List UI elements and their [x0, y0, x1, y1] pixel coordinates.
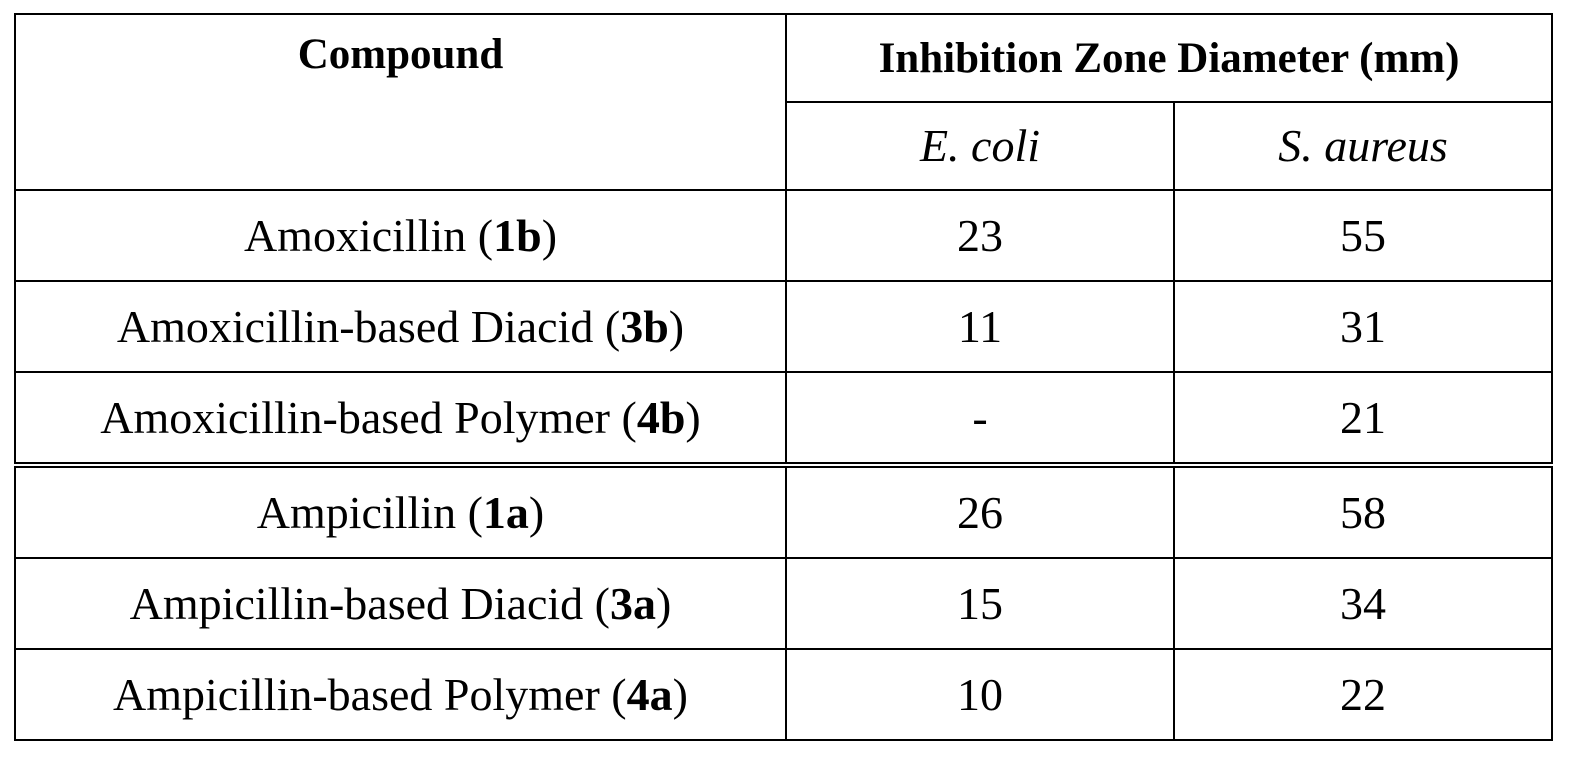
- saureus-value: 34: [1174, 558, 1552, 649]
- compound-name: Ampicillin-based Polymer: [113, 669, 600, 720]
- compound-name: Amoxicillin-based Polymer: [100, 392, 610, 443]
- compound-name: Ampicillin: [257, 487, 456, 538]
- compound-name: Amoxicillin: [244, 210, 466, 261]
- compound-cell: Ampicillin (1a): [15, 465, 786, 558]
- compound-id: 1b: [493, 210, 542, 261]
- compound-id: 4a: [627, 669, 673, 720]
- header-inhibition-zone: Inhibition Zone Diameter (mm): [786, 14, 1552, 102]
- compound-name: Amoxicillin-based Diacid: [117, 301, 594, 352]
- saureus-value: 21: [1174, 372, 1552, 465]
- table-row: Amoxicillin (1b) 23 55: [15, 190, 1552, 281]
- ecoli-value: 23: [786, 190, 1174, 281]
- table-row: Ampicillin-based Diacid (3a) 15 34: [15, 558, 1552, 649]
- compound-cell: Ampicillin-based Polymer (4a): [15, 649, 786, 740]
- compound-cell: Amoxicillin-based Polymer (4b): [15, 372, 786, 465]
- ecoli-value: -: [786, 372, 1174, 465]
- compound-cell: Ampicillin-based Diacid (3a): [15, 558, 786, 649]
- compound-id: 3b: [620, 301, 669, 352]
- compound-cell: Amoxicillin-based Diacid (3b): [15, 281, 786, 372]
- table-row: Amoxicillin-based Polymer (4b) - 21: [15, 372, 1552, 465]
- header-saureus: S. aureus: [1174, 102, 1552, 190]
- header-ecoli: E. coli: [786, 102, 1174, 190]
- saureus-value: 31: [1174, 281, 1552, 372]
- inhibition-zone-table: Compound Inhibition Zone Diameter (mm) E…: [14, 13, 1553, 741]
- table-row: Ampicillin (1a) 26 58: [15, 465, 1552, 558]
- table-row: Ampicillin-based Polymer (4a) 10 22: [15, 649, 1552, 740]
- compound-id: 4b: [637, 392, 686, 443]
- table-row: Amoxicillin-based Diacid (3b) 11 31: [15, 281, 1552, 372]
- ecoli-value: 26: [786, 465, 1174, 558]
- saureus-value: 22: [1174, 649, 1552, 740]
- saureus-value: 58: [1174, 465, 1552, 558]
- ecoli-value: 10: [786, 649, 1174, 740]
- saureus-value: 55: [1174, 190, 1552, 281]
- compound-name: Ampicillin-based Diacid: [130, 578, 584, 629]
- compound-cell: Amoxicillin (1b): [15, 190, 786, 281]
- ecoli-value: 11: [786, 281, 1174, 372]
- compound-id: 3a: [610, 578, 656, 629]
- compound-id: 1a: [483, 487, 529, 538]
- ecoli-value: 15: [786, 558, 1174, 649]
- header-compound: Compound: [15, 14, 786, 190]
